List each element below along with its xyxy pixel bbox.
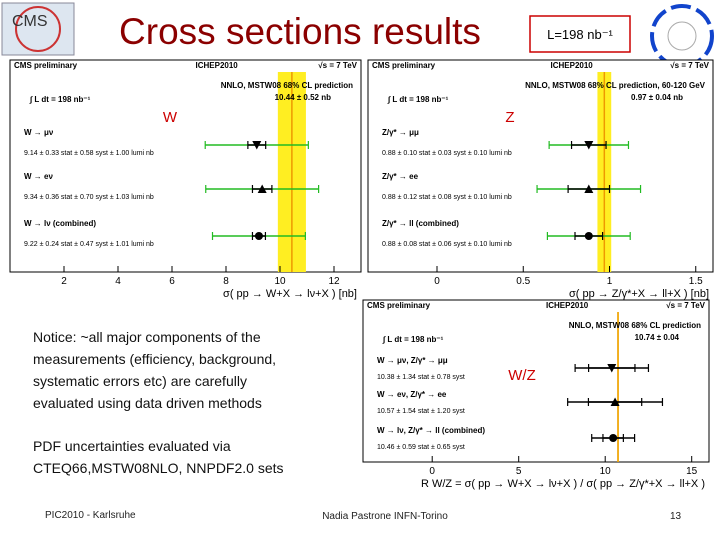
x-tick-label: 4 (115, 276, 121, 287)
data-point (609, 434, 618, 442)
chart-frame (367, 59, 714, 273)
chart-header: ICHEP2010 (551, 61, 594, 70)
entry-name: Z/γ* → μμ (382, 128, 419, 137)
x-axis-label: σ( pp → Z/γ*+X → ll+X ) [nb] (569, 288, 709, 300)
entry-value-label: 10.38 ± 1.34 stat ± 0.78 syst (377, 374, 465, 381)
entry-value-label: 0.88 ± 0.12 stat ± 0.08 syst ± 0.10 lumi… (382, 194, 512, 201)
lumi-label: ∫ L dt = 198 nb⁻¹ (29, 95, 91, 104)
entry-name: W → μν (24, 128, 54, 137)
entry-value-label: 10.46 ± 0.59 stat ± 0.65 syst (377, 444, 465, 451)
svg-text:CMS: CMS (12, 13, 48, 30)
pdf-note-line: PDF uncertainties evaluated via (33, 438, 231, 454)
entry-name: W → μν, Z/γ* → μμ (377, 356, 448, 365)
footer-left: PIC2010 - Karlsruhe (45, 510, 136, 521)
entry-value-label: 10.57 ± 1.54 stat ± 1.20 syst (377, 408, 465, 415)
pdf-note-line: CTEQ66,MSTW08NLO, NNPDF2.0 sets (33, 460, 284, 476)
lumi-label: ∫ L dt = 198 nb⁻¹ (387, 95, 449, 104)
data-point (607, 364, 617, 373)
chart-header: ICHEP2010 (196, 61, 239, 70)
x-tick-label: 1.5 (689, 276, 703, 287)
entry-name: W → eν, Z/γ* → ee (377, 390, 447, 399)
x-tick-label: 0.5 (516, 276, 530, 287)
data-point (254, 232, 263, 240)
entry-value-label: 9.34 ± 0.36 stat ± 0.70 syst ± 1.03 lumi… (24, 194, 154, 201)
chart-header: √s = 7 TeV (670, 61, 709, 70)
chart-header: CMS preliminary (372, 61, 436, 70)
page-number: 13 (670, 511, 682, 522)
x-tick-label: 0 (429, 466, 435, 477)
entry-value-label: 0.88 ± 0.10 stat ± 0.03 syst ± 0.10 lumi… (382, 150, 512, 157)
x-tick-label: 2 (61, 276, 67, 287)
cms-logo: CMS (1, 2, 75, 56)
x-tick-label: 10 (274, 276, 286, 287)
x-tick-label: 15 (686, 466, 698, 477)
data-point (584, 232, 593, 240)
x-tick-label: 12 (328, 276, 340, 287)
prediction-label: 10.74 ± 0.04 (635, 333, 680, 342)
x-tick-label: 5 (516, 466, 522, 477)
x-tick-label: 8 (223, 276, 229, 287)
notice-line: systematic errors etc) are carefully (33, 373, 247, 389)
chart-frame (362, 299, 710, 463)
channel-label: W (163, 109, 178, 126)
chart-header: ICHEP2010 (546, 301, 589, 310)
x-tick-label: 0 (434, 276, 440, 287)
x-axis-label: R W/Z = σ( pp → W+X → lν+X ) / σ( pp → Z… (421, 478, 705, 490)
lumi-box-text: L=198 nb⁻¹ (547, 27, 613, 42)
data-point (610, 397, 620, 406)
entry-name: W → lν, Z/γ* → ll (combined) (377, 426, 485, 435)
channel-label: Z (505, 109, 514, 126)
entry-value-label: 9.14 ± 0.33 stat ± 0.58 syst ± 1.00 lumi… (24, 150, 154, 157)
notice-line: evaluated using data driven methods (33, 395, 262, 411)
entry-name: Z/γ* → ee (382, 172, 419, 181)
lumi-box (529, 15, 631, 53)
x-axis-label: σ( pp → W+X → lν+X ) [nb] (223, 288, 357, 300)
x-tick-label: 10 (600, 466, 612, 477)
entry-name: W → eν (24, 172, 53, 181)
chart-header: CMS preliminary (14, 61, 78, 70)
footer-center: Nadia Pastrone INFN-Torino (322, 511, 448, 522)
prediction-title: NNLO, MSTW08 68% CL prediction (569, 321, 701, 330)
prediction-title: NNLO, MSTW08 68% CL prediction (221, 81, 353, 90)
prediction-label: 10.44 ± 0.52 nb (275, 93, 332, 102)
notice-line: measurements (efficiency, background, (33, 351, 276, 367)
data-point (257, 184, 267, 193)
notice-line: Notice: ~all major components of the (33, 329, 261, 345)
x-tick-label: 6 (169, 276, 175, 287)
entry-name: W → lν (combined) (24, 219, 96, 228)
prediction-title: NNLO, MSTW08 68% CL prediction, 60-120 G… (525, 81, 706, 90)
channel-label: W/Z (508, 367, 536, 384)
prediction-label: 0.97 ± 0.04 nb (631, 93, 683, 102)
data-point (584, 184, 594, 193)
data-point (584, 141, 594, 150)
chart-header: CMS preliminary (367, 301, 431, 310)
lumi-label: ∫ L dt = 198 nb⁻¹ (382, 335, 444, 344)
entry-value-label: 0.88 ± 0.08 stat ± 0.06 syst ± 0.10 lumi… (382, 241, 512, 248)
x-tick-label: 1 (607, 276, 613, 287)
experiment-logo (650, 4, 714, 68)
chart-header: √s = 7 TeV (666, 301, 705, 310)
slide-title: Cross sections results (119, 11, 481, 52)
entry-name: Z/γ* → ll (combined) (382, 219, 459, 228)
chart-header: √s = 7 TeV (318, 61, 357, 70)
entry-value-label: 9.22 ± 0.24 stat ± 0.47 syst ± 1.01 lumi… (24, 241, 154, 248)
data-point (252, 141, 262, 150)
